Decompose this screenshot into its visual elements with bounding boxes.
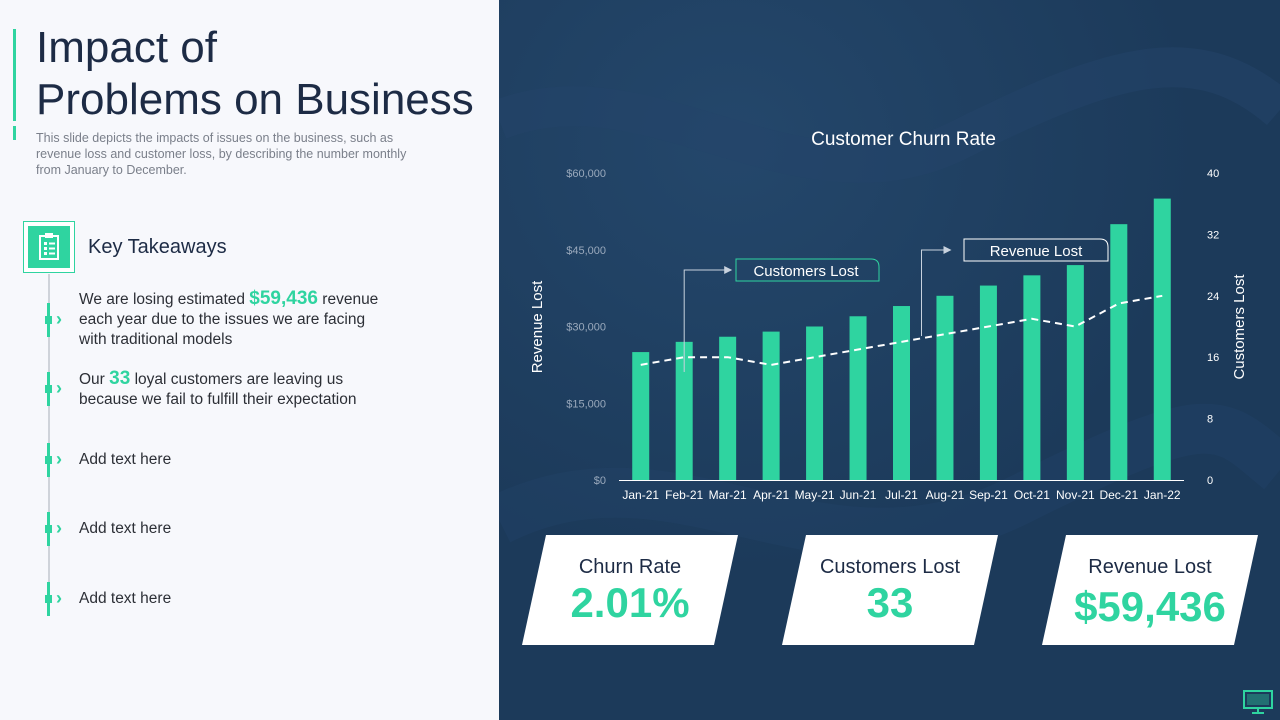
y2-tick-label: 16: [1207, 352, 1219, 364]
takeaway-text: Add text here: [79, 520, 172, 537]
card-shape: [782, 535, 998, 645]
x-tick-label: Feb-21: [665, 488, 703, 502]
title-accent-bar: [13, 29, 16, 121]
y2-tick-label: 0: [1207, 475, 1213, 487]
page-title-line2: Problems on Business: [36, 75, 474, 124]
takeaway-highlight: 33: [109, 368, 131, 389]
title-accent-mark: [13, 126, 16, 140]
bar-revenue-lost: [936, 295, 954, 480]
card-shape: [1042, 535, 1258, 645]
y2-tick-label: 24: [1207, 291, 1219, 303]
timeline-marker: ›: [45, 512, 67, 546]
timeline-marker: ›: [45, 443, 67, 477]
x-tick-label: Sep-21: [969, 488, 1008, 502]
takeaway-text: Add text here: [79, 451, 172, 468]
card-value: 33: [866, 579, 914, 626]
churn-rate-card: Churn Rate 2.01%: [522, 535, 738, 645]
y2-axis-label: Customers Lost: [1231, 274, 1248, 380]
page-subtitle: This slide depicts the impacts of issues…: [36, 131, 407, 177]
bar-revenue-lost: [1153, 198, 1171, 481]
callout-box: [963, 238, 1109, 262]
monitor-icon: [1242, 690, 1274, 714]
callout-customers-lost: Customers Lost: [753, 263, 859, 280]
timeline-marker: ›: [45, 582, 67, 616]
x-tick-label: Aug-21: [926, 488, 965, 502]
bar-revenue-lost: [979, 285, 997, 480]
takeaway-item-5: Add text here: [79, 589, 379, 609]
bar-revenue-lost: [719, 336, 737, 480]
y-tick-label: $30,000: [566, 322, 606, 334]
revenue-lost-card: Revenue Lost $59,436: [1042, 535, 1258, 645]
bar-revenue-lost: [762, 331, 780, 480]
card-value: $59,436: [1074, 583, 1226, 630]
callout-arrow-icon: [943, 246, 952, 254]
callout-leader: [683, 269, 727, 372]
x-tick-label: Apr-21: [753, 488, 789, 502]
takeaway-highlight: $59,436: [249, 288, 318, 309]
x-tick-label: Jul-21: [885, 488, 918, 502]
card-shape: [522, 535, 738, 645]
callout-box: [735, 258, 880, 282]
key-takeaways-icon-frame: [23, 221, 75, 273]
background-swirl: [499, 403, 1280, 558]
x-tick-label: Mar-21: [709, 488, 747, 502]
x-tick-label: Dec-21: [1099, 488, 1138, 502]
y2-tick-label: 40: [1207, 168, 1219, 180]
card-value: 2.01%: [570, 579, 690, 626]
bar-revenue-lost: [1023, 275, 1041, 480]
takeaway-item-2: Our 33 loyal customers are leaving us be…: [79, 369, 379, 410]
card-label: Revenue Lost: [1088, 556, 1212, 578]
takeaway-text: loyal customers are leaving us because w…: [79, 371, 357, 408]
key-takeaways-title: Key Takeaways: [88, 236, 227, 258]
chart-title: Customer Churn Rate: [811, 129, 996, 150]
callout-arrow-icon: [724, 266, 733, 274]
bar-revenue-lost: [849, 316, 867, 480]
callout-revenue-lost: Revenue Lost: [990, 243, 1083, 260]
y2-tick-label: 32: [1207, 229, 1219, 241]
x-tick-label: Jun-21: [840, 488, 877, 502]
x-tick-label: Oct-21: [1014, 488, 1050, 502]
page-title: Impact of Problems on Business: [36, 22, 474, 126]
takeaway-item-4: Add text here: [79, 519, 379, 539]
x-tick-label: Jan-22: [1144, 488, 1181, 502]
y-axis-label: Revenue Lost: [529, 280, 546, 373]
bar-revenue-lost: [632, 352, 650, 480]
background-swirl: [499, 47, 1280, 183]
callout-leader: [921, 249, 946, 336]
left-panel: Impact of Problems on Business This slid…: [0, 0, 499, 720]
bar-revenue-lost: [675, 341, 693, 480]
y-tick-label: $60,000: [566, 168, 606, 180]
bar-revenue-lost: [1066, 265, 1084, 480]
customers-lost-card: Customers Lost 33: [782, 535, 998, 645]
bar-revenue-lost: [893, 306, 910, 480]
takeaway-text: revenue each year due to the issues we a…: [79, 291, 379, 348]
takeaway-item-1: We are losing estimated $59,436 revenue …: [79, 289, 379, 350]
timeline-marker: ›: [45, 303, 67, 337]
bar-revenue-lost: [1110, 224, 1128, 480]
timeline-marker: ›: [45, 372, 67, 406]
takeaway-text: We are losing estimated: [79, 291, 250, 308]
x-tick-label: May-21: [795, 488, 835, 502]
y2-tick-label: 8: [1207, 414, 1213, 426]
page-title-line1: Impact of: [36, 23, 217, 72]
x-tick-label: Jan-21: [622, 488, 659, 502]
y-tick-label: $15,000: [566, 398, 606, 410]
chart-panel: Customer Churn Rate $0 $15,000 $30,000 $45,0…: [499, 0, 1280, 720]
takeaway-text: Our: [79, 371, 110, 388]
bar-revenue-lost: [806, 326, 824, 480]
card-label: Customers Lost: [819, 556, 961, 578]
x-tick-label: Nov-21: [1056, 488, 1095, 502]
takeaway-text: Add text here: [79, 590, 172, 607]
y-tick-label: $45,000: [566, 245, 606, 257]
card-label: Churn Rate: [578, 556, 682, 578]
takeaway-item-3: Add text here: [79, 450, 379, 470]
y-tick-label: $0: [594, 475, 606, 487]
line-customers-lost: [640, 294, 1163, 366]
clipboard-icon: [28, 226, 70, 268]
